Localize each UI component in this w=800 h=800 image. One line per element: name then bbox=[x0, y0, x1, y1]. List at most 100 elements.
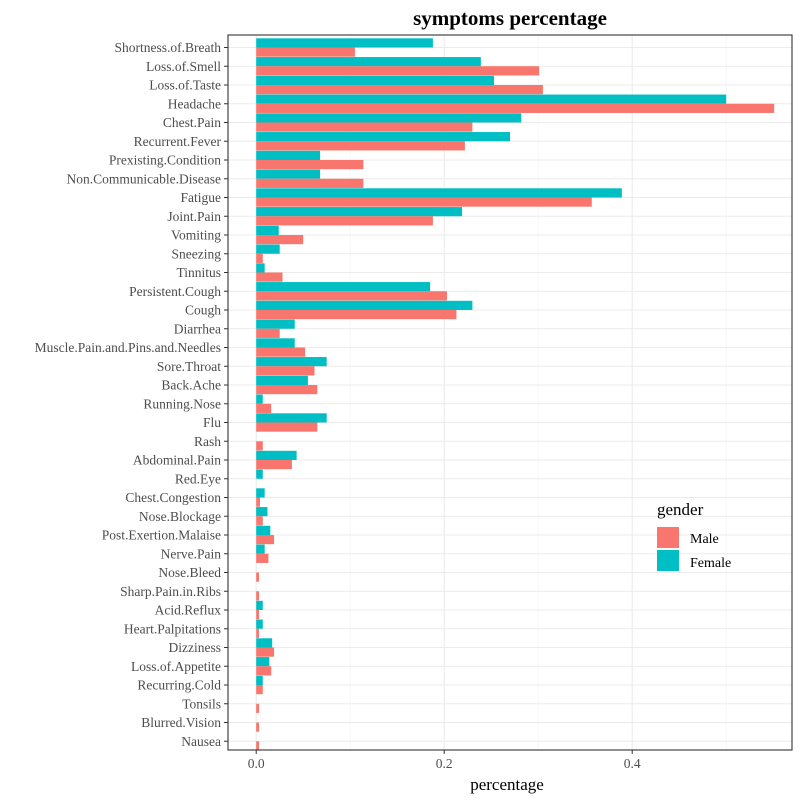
bar-female bbox=[256, 394, 263, 404]
y-tick-label: Tonsils bbox=[182, 696, 221, 711]
bar-female bbox=[256, 488, 265, 498]
bar-male bbox=[256, 647, 275, 657]
bar-female bbox=[256, 338, 295, 348]
bar-male bbox=[256, 535, 275, 545]
bar-male bbox=[256, 553, 269, 563]
y-tick-label: Headache bbox=[168, 96, 221, 111]
legend: gender Male Female bbox=[657, 500, 731, 571]
bar-male bbox=[256, 141, 465, 151]
y-tick-label: Tinnitus bbox=[176, 265, 221, 280]
y-tick-label: Recurring.Cold bbox=[137, 678, 221, 693]
bar-female bbox=[256, 657, 270, 667]
bar-female bbox=[256, 675, 263, 685]
bar-male bbox=[256, 685, 263, 695]
bar-female bbox=[256, 150, 321, 160]
bar-male bbox=[256, 216, 433, 226]
bar-female bbox=[256, 244, 280, 254]
bar-female bbox=[256, 188, 622, 198]
bar-female bbox=[256, 75, 495, 85]
y-tick-label: Dizziness bbox=[169, 640, 221, 655]
bar-female bbox=[256, 375, 308, 385]
bar-male bbox=[256, 272, 283, 282]
bar-male bbox=[256, 610, 260, 620]
y-tick-label: Fatigue bbox=[181, 190, 222, 205]
bar-female bbox=[256, 525, 271, 535]
y-tick-label: Back.Ache bbox=[161, 378, 221, 393]
bar-female bbox=[256, 263, 265, 273]
y-tick-label: Flu bbox=[203, 415, 221, 430]
y-tick-label: Prexisting.Condition bbox=[109, 153, 221, 168]
y-tick-label: Nose.Bleed bbox=[158, 565, 221, 580]
bar-female bbox=[256, 94, 727, 104]
x-tick-label: 0.4 bbox=[624, 756, 641, 771]
bar-female bbox=[256, 319, 295, 329]
y-tick-label: Acid.Reflux bbox=[155, 603, 222, 618]
bar-male bbox=[256, 441, 263, 451]
y-tick-label: Post.Exertion.Malaise bbox=[102, 528, 221, 543]
y-tick-label: Shortness.of.Breath bbox=[115, 40, 222, 55]
bar-male bbox=[256, 497, 260, 507]
bar-male bbox=[256, 628, 260, 638]
bar-male bbox=[256, 703, 260, 713]
bar-male bbox=[256, 366, 315, 376]
bar-female bbox=[256, 600, 263, 610]
y-tick-label: Recurrent.Fever bbox=[134, 134, 222, 149]
y-tick-label: Red.Eye bbox=[175, 471, 221, 486]
y-tick-label: Vomiting bbox=[171, 228, 221, 243]
y-tick-label: Abdominal.Pain bbox=[133, 453, 221, 468]
legend-label-female: Female bbox=[690, 556, 731, 571]
legend-title: gender bbox=[657, 500, 704, 519]
chart-title: symptoms percentage bbox=[413, 6, 607, 30]
bar-female bbox=[256, 507, 268, 517]
bar-male bbox=[256, 197, 592, 207]
bar-female bbox=[256, 638, 273, 648]
y-tick-label: Chest.Congestion bbox=[125, 490, 221, 505]
y-tick-label: Chest.Pain bbox=[163, 115, 221, 130]
bar-male bbox=[256, 291, 448, 301]
bar-male bbox=[256, 422, 318, 432]
bar-male bbox=[256, 385, 318, 395]
bar-female bbox=[256, 357, 327, 367]
y-tick-label: Running.Nose bbox=[143, 396, 221, 411]
y-tick-label: Heart.Palpitations bbox=[124, 621, 221, 636]
bar-male bbox=[256, 460, 292, 470]
y-tick-label: Non.Communicable.Disease bbox=[67, 171, 221, 186]
y-tick-label: Loss.of.Taste bbox=[149, 78, 221, 93]
bars bbox=[256, 38, 775, 751]
bar-male bbox=[256, 235, 304, 245]
bar-female bbox=[256, 544, 265, 554]
bar-female bbox=[256, 619, 263, 629]
bar-female bbox=[256, 207, 463, 217]
bar-female bbox=[256, 282, 431, 292]
y-tick-label: Nerve.Pain bbox=[161, 546, 222, 561]
panel-border bbox=[227, 34, 793, 751]
bar-male bbox=[256, 47, 355, 57]
panel-background bbox=[228, 35, 792, 750]
y-tick-labels: Shortness.of.Breath Loss.of.Smell Loss.of.… bbox=[35, 40, 228, 749]
legend-label-male: Male bbox=[690, 532, 719, 547]
legend-key-male bbox=[657, 527, 679, 548]
bar-male bbox=[256, 328, 280, 338]
bar-female bbox=[256, 57, 481, 67]
bar-female bbox=[256, 225, 279, 235]
y-tick-label: Nausea bbox=[181, 734, 221, 749]
bar-female bbox=[256, 169, 321, 179]
bar-male bbox=[256, 310, 457, 320]
y-tick-label: Joint.Pain bbox=[167, 209, 221, 224]
x-tick-label: 0.0 bbox=[248, 756, 265, 771]
bar-female bbox=[256, 132, 510, 142]
y-tick-label: Sharp.Pain.in.Ribs bbox=[120, 584, 221, 599]
legend-key-female bbox=[657, 550, 679, 571]
bar-female bbox=[256, 38, 433, 48]
y-tick-label: Loss.of.Smell bbox=[146, 59, 221, 74]
y-tick-label: Sore.Throat bbox=[157, 359, 221, 374]
y-tick-label: Diarrhea bbox=[174, 321, 221, 336]
bar-male bbox=[256, 666, 272, 676]
bar-male bbox=[256, 403, 272, 413]
y-tick-label: Rash bbox=[194, 434, 221, 449]
y-tick-label: Nose.Blockage bbox=[139, 509, 221, 524]
y-tick-label: Persistent.Cough bbox=[129, 284, 221, 299]
bar-female bbox=[256, 450, 297, 460]
bar-male bbox=[256, 572, 260, 582]
bar-male bbox=[256, 85, 543, 95]
